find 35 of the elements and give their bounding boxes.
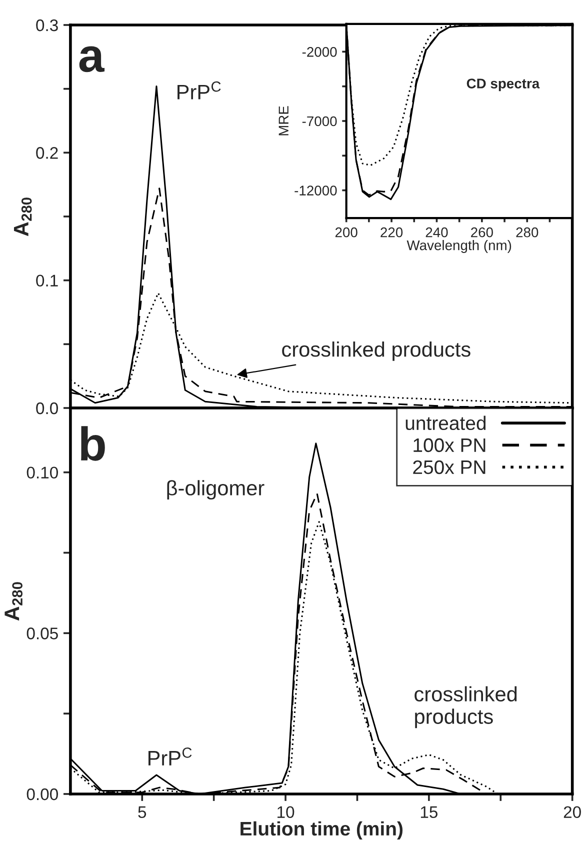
annotation: a: [79, 46, 105, 72]
annotation: crosslinked products: [282, 341, 470, 361]
x-tick-label: 220: [380, 227, 403, 238]
annotation: CD spectra: [466, 78, 540, 92]
x-tick-label: 15: [420, 806, 438, 818]
y-tick-label: 0.3: [36, 19, 58, 32]
y-tick-label: -12000: [294, 186, 337, 196]
y-axis-title: A$_{280}$: [14, 198, 32, 236]
x-axis-title: Wavelength (nm): [406, 240, 512, 253]
y-tick-label: 0.2: [36, 147, 58, 159]
legend-label: 250x PN: [413, 460, 486, 474]
x-tick-label: 10: [278, 806, 294, 818]
x-tick-label: 240: [426, 227, 448, 238]
y-axis-title: MRE: [278, 106, 288, 136]
annotation: crosslinked products: [414, 686, 517, 728]
legend-label: untreated: [406, 416, 486, 430]
x-tick-label: 5: [138, 806, 146, 818]
y-tick-label: 0.00: [26, 788, 58, 800]
x-tick-label: 20: [564, 806, 581, 818]
annotation: β-oligomer: [167, 480, 264, 500]
x-tick-label: 280: [516, 227, 538, 238]
x-axis-title: Elution time (min): [240, 821, 403, 840]
y-tick-label: -7000: [302, 116, 337, 126]
y-tick-label: 0.10: [26, 466, 58, 479]
legend-label: 100x PN: [414, 438, 486, 452]
annotation: PrP$^{C}$: [178, 81, 221, 100]
x-tick-label: 200: [335, 227, 358, 238]
y-tick-label: 0.1: [36, 274, 58, 287]
annotation: b: [81, 426, 105, 461]
y-tick-label: -2000: [302, 47, 337, 57]
y-tick-label: 0.05: [26, 628, 58, 640]
y-tick-label: 0.0: [36, 402, 58, 414]
y-axis-title: A$_{280}$: [4, 582, 22, 621]
x-tick-label: 260: [471, 227, 493, 238]
annotation: PrP$^{C}$: [148, 747, 192, 766]
